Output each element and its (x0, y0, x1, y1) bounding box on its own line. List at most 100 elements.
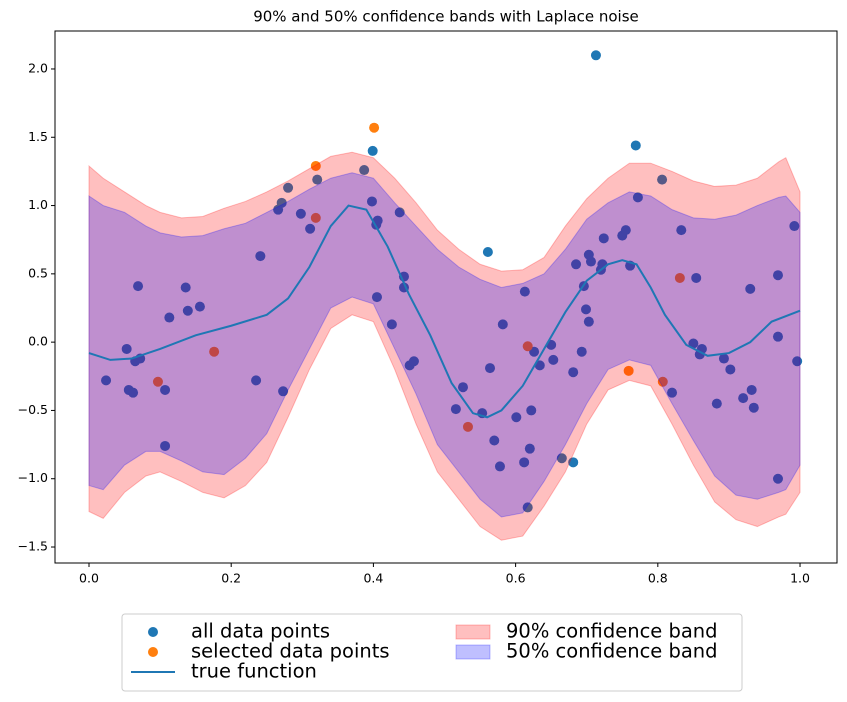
data-point (160, 384, 171, 395)
y-tick-label: 0.0 (28, 334, 48, 349)
data-point (160, 440, 171, 451)
data-point (276, 197, 287, 208)
data-point (620, 225, 631, 236)
data-point (310, 212, 321, 223)
data-point (121, 343, 132, 354)
y-tick-label: 1.5 (28, 129, 48, 144)
data-point (772, 331, 783, 342)
legend-label: 50% confidence band (506, 640, 718, 663)
data-point (278, 386, 289, 397)
confidence-band (88, 151, 801, 541)
data-point (745, 283, 756, 294)
data-point (789, 221, 800, 232)
data-point (194, 301, 205, 312)
data-point (485, 363, 496, 374)
data-point (667, 387, 678, 398)
data-point (394, 207, 405, 218)
legend-label: true function (191, 660, 317, 683)
data-point (366, 196, 377, 207)
legend-patch (455, 624, 491, 640)
data-point (630, 140, 641, 151)
data-point (524, 443, 535, 454)
data-point (691, 272, 702, 283)
data-point (305, 223, 316, 234)
data-point (408, 356, 419, 367)
data-point (367, 145, 378, 156)
plot-frame (54, 30, 838, 564)
x-tick-label: 0.4 (363, 571, 383, 586)
legend-label: 90% confidence band (506, 620, 718, 643)
data-point (676, 225, 687, 236)
data-point (209, 346, 220, 357)
data-point (519, 286, 530, 297)
data-point (590, 50, 601, 61)
x-tick-label: 0.0 (79, 571, 99, 586)
data-point (182, 305, 193, 316)
data-point (738, 393, 749, 404)
data-point (576, 346, 587, 357)
legend-box (121, 613, 743, 692)
data-point (128, 387, 139, 398)
data-point (295, 208, 306, 219)
data-point (386, 319, 397, 330)
data-point (568, 457, 579, 468)
data-point (772, 270, 783, 281)
data-point (101, 375, 112, 386)
data-point (526, 405, 537, 416)
data-point (152, 376, 163, 387)
data-point (711, 398, 722, 409)
data-point (494, 461, 505, 472)
data-point (519, 457, 530, 468)
data-point (748, 402, 759, 413)
data-point (359, 165, 370, 176)
data-point (657, 376, 668, 387)
data-point (725, 364, 736, 375)
confidence-band (88, 172, 801, 518)
data-point (568, 367, 579, 378)
x-tick-label: 1.0 (790, 571, 810, 586)
data-point (180, 282, 191, 293)
data-point (571, 259, 582, 270)
data-point (255, 251, 266, 262)
line (88, 204, 801, 419)
y-tick-label: −1.5 (18, 539, 48, 554)
data-point (623, 365, 634, 376)
legend-marker (148, 647, 158, 657)
y-tick-label: 2.0 (28, 60, 48, 75)
y-tick-label: −1.0 (18, 470, 48, 485)
x-tick-label: 0.8 (648, 571, 668, 586)
y-tick-label: −0.5 (18, 402, 48, 417)
x-tick-label: 0.6 (506, 571, 526, 586)
legend-label: selected data points (191, 640, 390, 663)
data-point (792, 356, 803, 367)
data-point (534, 360, 545, 371)
data-point (556, 453, 567, 464)
data-point (497, 319, 508, 330)
data-point (583, 316, 594, 327)
data-point (772, 473, 783, 484)
legend-label: all data points (191, 620, 330, 643)
data-point (585, 256, 596, 267)
data-point (581, 304, 592, 315)
data-point (133, 281, 144, 292)
data-point (310, 160, 321, 171)
legend-patch (455, 644, 491, 660)
data-point (746, 384, 757, 395)
data-point (482, 246, 493, 257)
data-point (312, 174, 323, 185)
data-point (457, 382, 468, 393)
data-point (164, 312, 175, 323)
data-point (462, 421, 473, 432)
x-tick-label: 0.2 (221, 571, 241, 586)
y-tick-label: 0.5 (28, 265, 48, 280)
legend-marker (148, 627, 158, 637)
y-tick-label: 1.0 (28, 197, 48, 212)
data-point (283, 182, 294, 193)
data-point (548, 354, 559, 365)
data-point (674, 272, 685, 283)
data-point (251, 375, 262, 386)
chart-title: 90% and 50% confidence bands with Laplac… (253, 8, 639, 26)
data-point (371, 292, 382, 303)
data-point (522, 341, 533, 352)
